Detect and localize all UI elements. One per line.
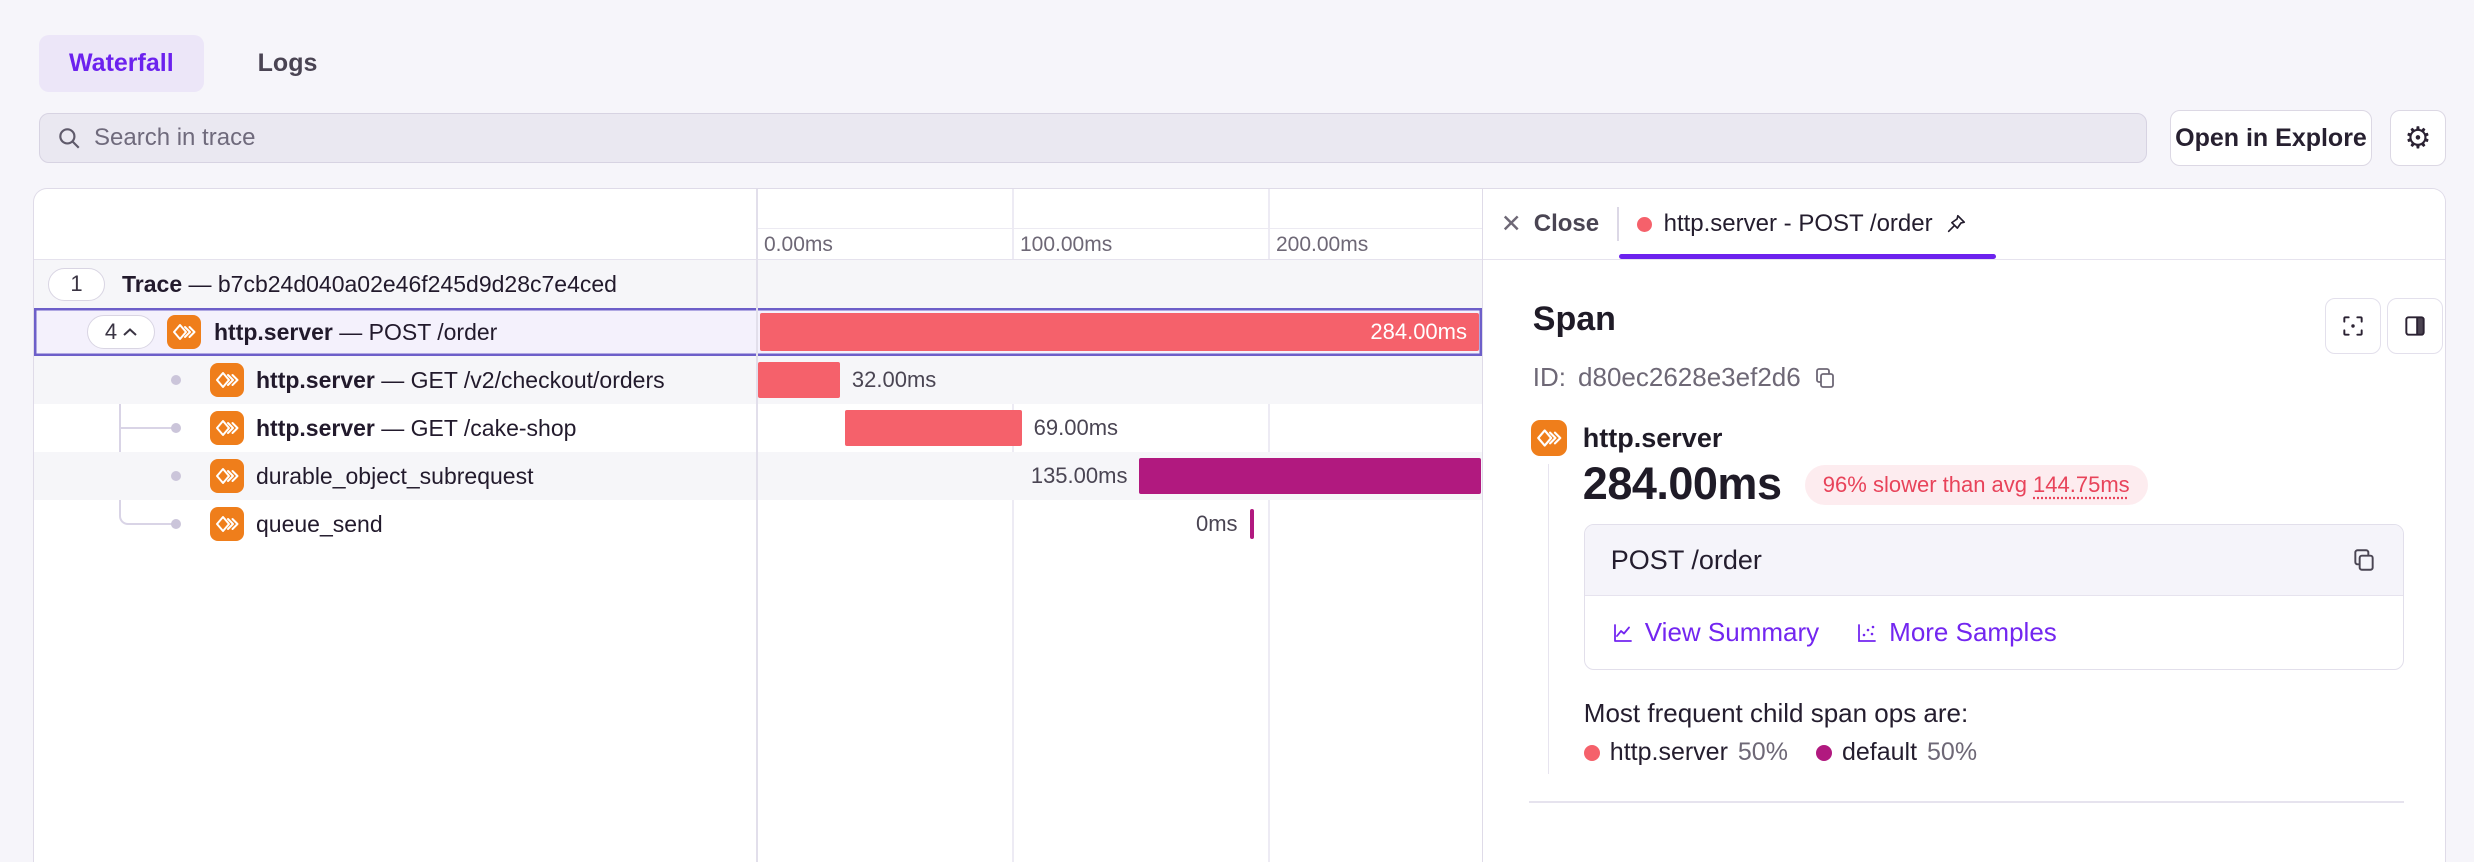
avg-duration-value[interactable]: 144.75ms bbox=[2033, 472, 2130, 497]
span-description-header: POST /order bbox=[1584, 525, 2403, 596]
span-heading: Span bbox=[1532, 300, 1616, 338]
layout-toggle-button[interactable] bbox=[2386, 298, 2443, 354]
waterfall-pane: 0.00ms 100.00ms 200.00ms 1 Trace — b7cb2… bbox=[34, 189, 1482, 862]
axis-tick-200: 200.00ms bbox=[1276, 233, 1369, 256]
focus-span-button[interactable] bbox=[2324, 298, 2381, 354]
span-duration-label: 69.00ms bbox=[1033, 415, 1119, 440]
tree-node-dot bbox=[171, 423, 181, 433]
span-row-label: http.server — GET /cake-shop bbox=[256, 414, 577, 441]
legend-item-default: default 50% bbox=[1815, 738, 1977, 767]
crosshair-icon bbox=[2340, 313, 2366, 339]
span-duration-label: 135.00ms bbox=[1030, 463, 1128, 488]
cloudflare-span-op-icon bbox=[210, 459, 244, 493]
legend-dot bbox=[1815, 744, 1832, 761]
chevron-up-icon bbox=[123, 327, 137, 337]
cloudflare-span-op-icon bbox=[210, 363, 244, 397]
cloudflare-span-op-icon bbox=[210, 411, 244, 445]
close-panel-button[interactable]: ✕ Close bbox=[1500, 210, 1600, 238]
tab-logs[interactable]: Logs bbox=[257, 49, 318, 77]
legend-dot bbox=[1583, 744, 1600, 761]
waterfall-header: 0.00ms 100.00ms 200.00ms bbox=[34, 189, 1482, 260]
span-color-dot bbox=[1636, 216, 1652, 232]
tree-node-dot bbox=[171, 375, 181, 385]
search-input[interactable] bbox=[94, 124, 2130, 152]
span-id-value: d80ec2628e3ef2d6 bbox=[1578, 362, 1801, 392]
span-bar[interactable] bbox=[1249, 509, 1254, 539]
tree-chart-divider[interactable] bbox=[756, 189, 758, 862]
span-duration-label: 0ms bbox=[1195, 511, 1238, 536]
span-duration-value: 284.00ms bbox=[1582, 458, 1782, 509]
view-summary-link[interactable]: View Summary bbox=[1611, 617, 1819, 648]
span-row-label: durable_object_subrequest bbox=[256, 462, 534, 489]
tree-guide-line bbox=[1547, 464, 1550, 774]
view-tabs: Waterfall Logs bbox=[39, 35, 347, 92]
gridline-100ms bbox=[1012, 189, 1014, 862]
trace-view-container: 0.00ms 100.00ms 200.00ms 1 Trace — b7cb2… bbox=[33, 188, 2446, 862]
span-row-queue-send[interactable]: queue_send 0ms bbox=[34, 500, 1482, 548]
columns-icon bbox=[2402, 313, 2428, 339]
gear-icon: ⚙ bbox=[2404, 121, 2432, 155]
span-row-durable-object[interactable]: durable_object_subrequest 135.00ms bbox=[34, 452, 1482, 500]
scatter-chart-icon bbox=[1855, 621, 1879, 645]
span-bar[interactable] bbox=[845, 410, 1022, 446]
legend-item-http-server: http.server 50% bbox=[1583, 738, 1788, 767]
line-chart-icon bbox=[1611, 621, 1635, 645]
span-bar[interactable] bbox=[758, 362, 840, 398]
span-row-label: queue_send bbox=[256, 510, 383, 537]
detail-panel-header: ✕ Close http.server - POST /order bbox=[1482, 189, 2445, 260]
span-duration-label: 284.00ms bbox=[1370, 319, 1467, 344]
trace-chart-cell bbox=[756, 260, 1483, 308]
span-row-label: http.server — POST /order bbox=[214, 318, 498, 345]
pin-icon[interactable] bbox=[1945, 213, 1967, 235]
span-detail-panel: ✕ Close http.server - POST /order Span bbox=[1481, 189, 2445, 862]
settings-button[interactable]: ⚙ bbox=[2390, 110, 2446, 166]
minimap-strip[interactable] bbox=[756, 189, 1482, 229]
header-separator bbox=[1617, 207, 1619, 241]
span-description-actions: View Summary More Samples bbox=[1585, 596, 2403, 669]
tree-connector bbox=[119, 349, 176, 525]
span-op-name: http.server bbox=[1582, 423, 1723, 453]
search-bar[interactable] bbox=[39, 113, 2147, 163]
span-rows: 1 Trace — b7cb24d040a02e46f245d9d28c7e4c… bbox=[34, 260, 1482, 548]
cloudflare-span-op-icon bbox=[1530, 420, 1567, 456]
span-row-label: http.server — GET /v2/checkout/orders bbox=[256, 366, 665, 393]
close-icon: ✕ bbox=[1500, 210, 1522, 238]
more-samples-link[interactable]: More Samples bbox=[1855, 617, 2057, 648]
span-bar[interactable] bbox=[760, 313, 1479, 351]
tab-waterfall[interactable]: Waterfall bbox=[39, 35, 204, 92]
tree-connector bbox=[119, 427, 176, 429]
span-row-cake-shop[interactable]: http.server — GET /cake-shop 69.00ms bbox=[34, 404, 1482, 452]
trace-row-label: Trace — b7cb24d040a02e46f245d9d28c7e4ced bbox=[122, 270, 617, 297]
detail-tab-post-order[interactable]: http.server - POST /order bbox=[1636, 210, 1967, 238]
detail-panel-body: Span ID: d80ec2628e3ef2d6 bbox=[1483, 260, 2445, 862]
span-id-line: ID: d80ec2628e3ef2d6 bbox=[1533, 362, 1837, 393]
cloudflare-span-op-icon bbox=[167, 315, 201, 349]
tree-node-dot bbox=[171, 519, 181, 529]
copy-icon[interactable] bbox=[1813, 366, 1837, 390]
span-description-card: POST /order View Summary bbox=[1583, 524, 2404, 670]
active-tab-underline bbox=[1618, 254, 1996, 259]
search-icon bbox=[56, 125, 82, 151]
child-ops-label: Most frequent child span ops are: bbox=[1583, 698, 1969, 728]
child-ops-legend: http.server 50% default 50% bbox=[1583, 738, 1977, 767]
trace-root-row[interactable]: 1 Trace — b7cb24d040a02e46f245d9d28c7e4c… bbox=[34, 260, 1482, 308]
copy-icon[interactable] bbox=[2351, 547, 2377, 573]
span-row-post-order[interactable]: 4 http.server — POST /order 284.00ms bbox=[34, 308, 1482, 356]
cloudflare-span-op-icon bbox=[210, 507, 244, 541]
span-duration-label: 32.00ms bbox=[851, 367, 937, 392]
gridline-200ms bbox=[1268, 189, 1270, 862]
slower-than-avg-badge: 96% slower than avg 144.75ms bbox=[1804, 465, 2148, 505]
expand-collapse-pill[interactable]: 4 bbox=[87, 315, 155, 349]
section-divider bbox=[1528, 801, 2404, 803]
span-bar[interactable] bbox=[1139, 458, 1481, 494]
child-count-pill[interactable]: 1 bbox=[48, 267, 105, 301]
axis-tick-100: 100.00ms bbox=[1020, 233, 1113, 256]
tree-node-dot bbox=[171, 471, 181, 481]
axis-tick-0: 0.00ms bbox=[764, 233, 833, 256]
open-in-explore-button[interactable]: Open in Explore bbox=[2170, 110, 2372, 166]
span-row-checkout-orders[interactable]: http.server — GET /v2/checkout/orders 32… bbox=[34, 356, 1482, 404]
